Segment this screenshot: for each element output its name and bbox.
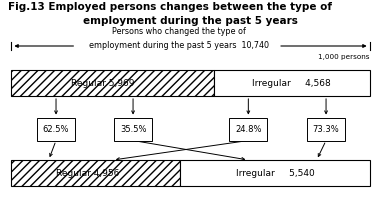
Text: Irregular     4,568: Irregular 4,568 [253,78,331,88]
Bar [11,160,181,186]
Bar [214,70,370,96]
Bar [37,117,75,140]
Text: 24.8%: 24.8% [235,124,262,134]
Bar [11,70,214,96]
Bar [307,117,345,140]
Text: 73.3%: 73.3% [313,124,339,134]
Bar [114,117,152,140]
Text: employment during the past 5 years: employment during the past 5 years [83,16,298,26]
Bar [229,117,267,140]
Text: Regular 5,969: Regular 5,969 [71,78,134,88]
Text: 35.5%: 35.5% [120,124,146,134]
Bar [181,160,370,186]
Text: Persons who changed the type of: Persons who changed the type of [112,27,246,36]
Text: employment during the past 5 years  10,740: employment during the past 5 years 10,74… [89,42,269,50]
Text: 62.5%: 62.5% [43,124,69,134]
Text: Irregular     5,540: Irregular 5,540 [235,168,314,178]
Text: Regular 4,956: Regular 4,956 [56,168,119,178]
Text: Fig.13 Employed persons changes between the type of: Fig.13 Employed persons changes between … [8,2,331,12]
Text: 1,000 persons: 1,000 persons [318,54,370,60]
